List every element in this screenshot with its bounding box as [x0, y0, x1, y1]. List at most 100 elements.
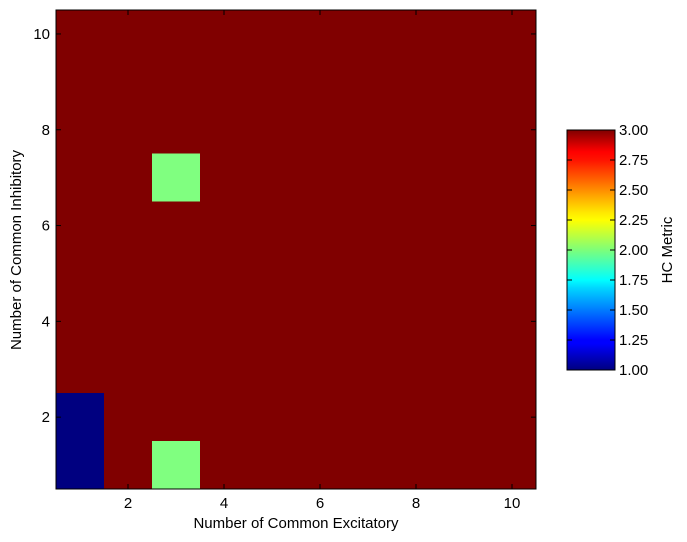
- colorbar-gradient: [566, 129, 616, 371]
- x-tick-label: 10: [504, 495, 521, 512]
- heatmap-cell: [488, 153, 536, 202]
- heatmap-cell: [104, 153, 152, 202]
- heatmap-cell: [344, 297, 392, 346]
- colorbar-tick-label: 1.50: [619, 302, 648, 319]
- heatmap-cell: [56, 10, 104, 58]
- x-tick-label: 6: [316, 495, 324, 512]
- heatmap-cell: [488, 345, 536, 394]
- heatmap-cell: [248, 10, 296, 58]
- heatmap-cell: [104, 249, 152, 298]
- heatmap-cell: [56, 57, 104, 106]
- heatmap-cell: [104, 201, 152, 250]
- heatmap-cell: [152, 57, 200, 106]
- heatmap-cell: [392, 297, 440, 346]
- heatmap-cell: [152, 10, 200, 58]
- heatmap-cell: [440, 201, 488, 250]
- heatmap-cell: [200, 105, 248, 154]
- colorbar-tick-label: 2.50: [619, 182, 648, 199]
- heatmap-cell: [344, 105, 392, 154]
- heatmap-cell: [296, 201, 344, 250]
- colorbar-tick-label: 2.00: [619, 242, 648, 259]
- heatmap-cell: [296, 249, 344, 298]
- heatmap-cell: [248, 441, 296, 489]
- x-tick-label: 2: [124, 495, 132, 512]
- heatmap-cell: [200, 249, 248, 298]
- heatmap-cell: [296, 10, 344, 58]
- heatmap-cell: [104, 10, 152, 58]
- heatmap-cell: [440, 297, 488, 346]
- heatmap-cell: [104, 345, 152, 394]
- heatmap-cell: [392, 57, 440, 106]
- heatmap-cell: [152, 105, 200, 154]
- axes: 2 4 6 8 10 2 4 6 8 10: [33, 9, 537, 512]
- heatmap-cell: [296, 441, 344, 489]
- heatmap-cell: [56, 153, 104, 202]
- heatmap-cell: [344, 57, 392, 106]
- heatmap-cell: [440, 105, 488, 154]
- heatmap-cell: [152, 153, 200, 202]
- heatmap-cell: [440, 345, 488, 394]
- heatmap-cell: [104, 57, 152, 106]
- colorbar-tick-label: 3.00: [619, 122, 648, 139]
- heatmap-cell: [440, 249, 488, 298]
- colorbar-tick-label: 1.25: [619, 332, 648, 349]
- x-tick-label: 4: [220, 495, 228, 512]
- heatmap-cell: [488, 297, 536, 346]
- heatmap-cell: [344, 393, 392, 442]
- heatmap-cell: [488, 201, 536, 250]
- heatmap-cell: [392, 105, 440, 154]
- heatmap-cell: [200, 393, 248, 442]
- heatmap-cell: [296, 105, 344, 154]
- heatmap-cell: [104, 441, 152, 489]
- colorbar-tick-label: 1.00: [619, 362, 648, 379]
- heatmap-cell: [248, 297, 296, 346]
- heatmap-cell: [248, 105, 296, 154]
- heatmap-cell: [440, 393, 488, 442]
- heatmap-cell: [152, 345, 200, 394]
- heatmap-cell: [200, 441, 248, 489]
- colorbar: 1.00 1.25 1.50 1.75 2.00 2.25 2.50 2.75 3.00: [566, 122, 648, 379]
- heatmap-cell: [392, 201, 440, 250]
- heatmap-cell: [488, 393, 536, 442]
- heatmap-cell: [104, 297, 152, 346]
- heatmap-cell: [344, 345, 392, 394]
- heatmap-cell: [440, 10, 488, 58]
- heatmap-cell: [200, 57, 248, 106]
- heatmap-cell: [104, 393, 152, 442]
- x-axis-label: Number of Common Excitatory: [193, 515, 399, 532]
- heatmap-cell: [56, 105, 104, 154]
- heatmap-cell: [440, 57, 488, 106]
- heatmap-cell: [392, 345, 440, 394]
- heatmap-cell: [392, 10, 440, 58]
- heatmap-cell: [104, 105, 152, 154]
- colorbar-tick-label: 2.25: [619, 212, 648, 229]
- heatmap-cell: [488, 57, 536, 106]
- heatmap-cell: [200, 153, 248, 202]
- heatmap-cell: [200, 10, 248, 58]
- heatmap-cell: [248, 153, 296, 202]
- heatmap-cell: [56, 393, 104, 442]
- heatmap-cell: [344, 441, 392, 489]
- heatmap-cell: [152, 441, 200, 489]
- heatmap-cell: [344, 10, 392, 58]
- y-tick-label: 10: [33, 26, 50, 43]
- y-tick-label: 6: [42, 218, 50, 235]
- heatmap-cell: [200, 201, 248, 250]
- heatmap-cell: [392, 249, 440, 298]
- y-axis-label: Number of Common Inhibitory: [8, 149, 25, 350]
- heatmap-cell: [488, 441, 536, 489]
- heatmap-cell: [152, 297, 200, 346]
- heatmap-cell: [392, 441, 440, 489]
- heatmap-cell: [296, 345, 344, 394]
- heatmap-cell: [248, 201, 296, 250]
- heatmap-cell: [56, 441, 104, 489]
- heatmap-cell: [392, 393, 440, 442]
- heatmap-cell: [152, 249, 200, 298]
- heatmap-cell: [392, 153, 440, 202]
- heatmap-cell: [248, 393, 296, 442]
- x-tick-label: 8: [412, 495, 420, 512]
- y-tick-label: 8: [42, 122, 50, 139]
- heatmap-cell: [56, 297, 104, 346]
